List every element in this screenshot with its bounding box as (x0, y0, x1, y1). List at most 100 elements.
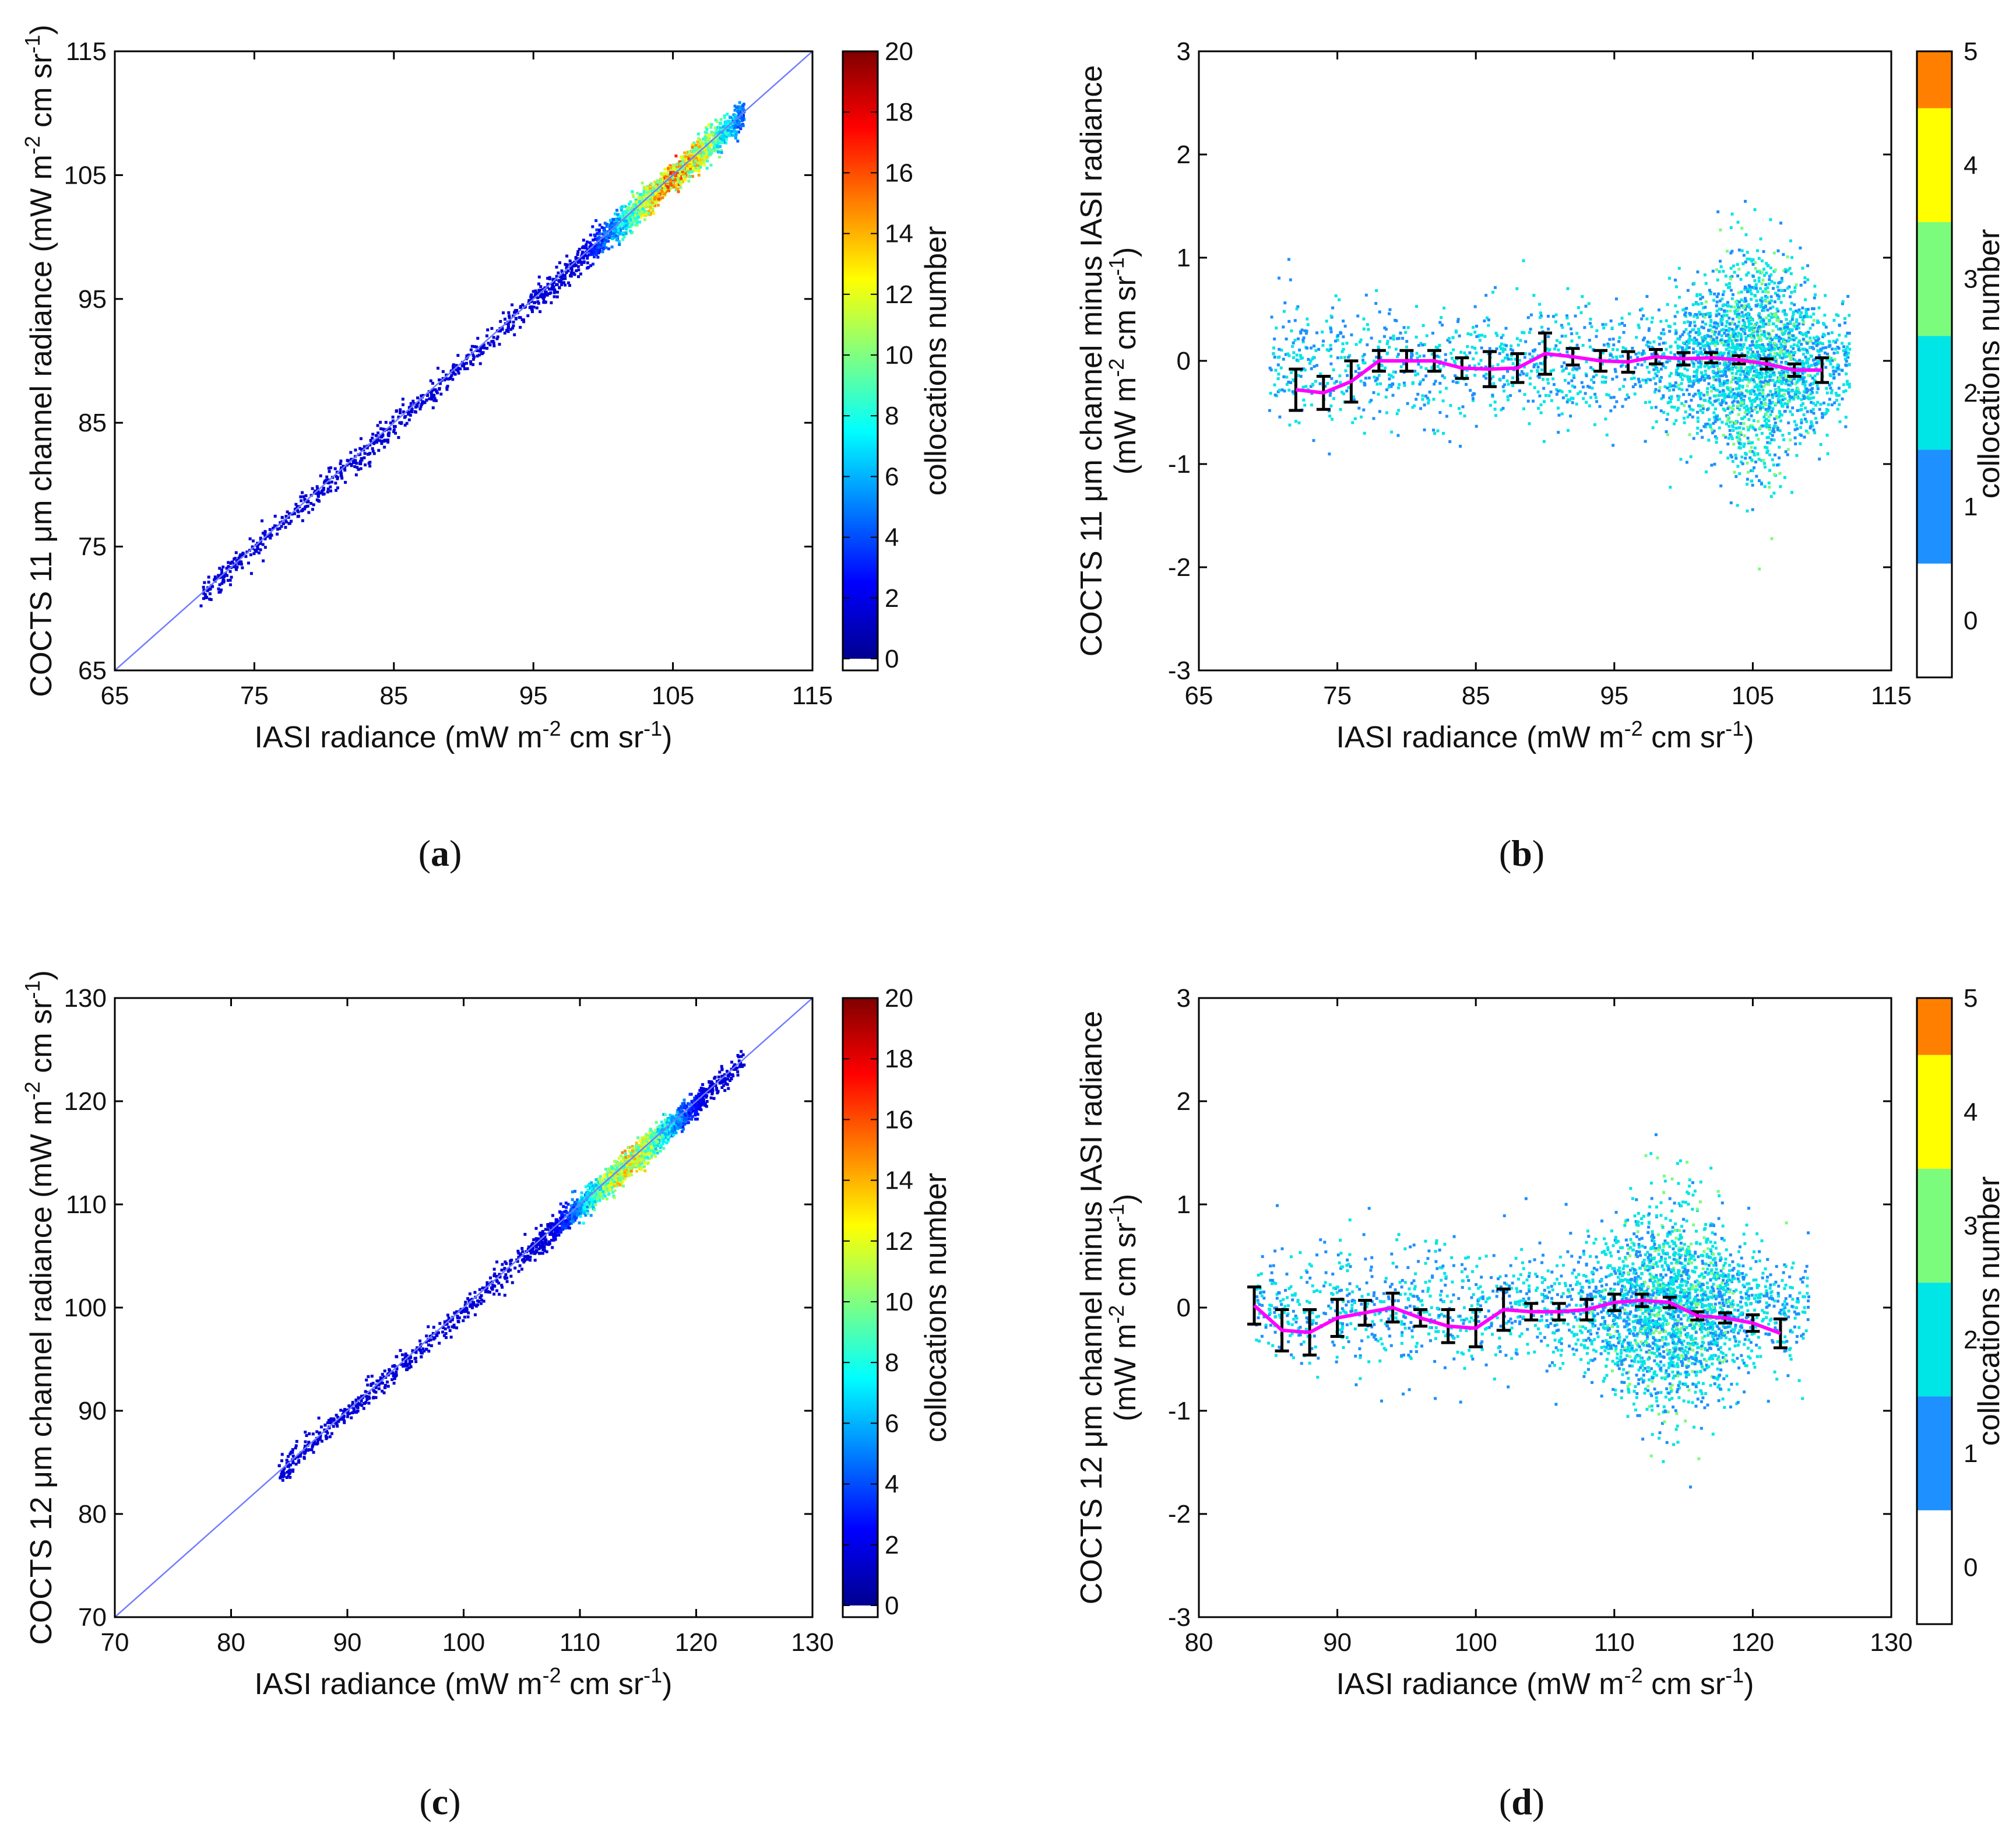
scatter-point (1711, 364, 1715, 368)
scatter-point (1803, 280, 1807, 284)
density-point (661, 181, 664, 184)
scatter-point (1726, 419, 1730, 423)
density-point (688, 175, 692, 178)
scatter-point (1771, 378, 1775, 382)
density-point (409, 402, 413, 405)
scatter-point (1427, 401, 1430, 405)
density-point (476, 354, 479, 358)
scatter-point (1695, 376, 1699, 380)
scatter-point (1780, 276, 1783, 280)
scatter-point (1522, 365, 1526, 368)
density-point (688, 167, 692, 170)
density-point (589, 253, 592, 257)
scatter-point (1761, 290, 1765, 293)
scatter-point (1501, 347, 1505, 350)
scatter-point (1704, 370, 1707, 373)
density-point (342, 465, 345, 468)
scatter-point (1708, 423, 1712, 427)
density-point (660, 193, 664, 196)
scatter-point (1659, 337, 1662, 340)
scatter-point (1538, 303, 1542, 306)
scatter-point (1567, 322, 1570, 326)
density-point (738, 101, 741, 104)
density-point (646, 202, 650, 206)
scatter-point (1747, 418, 1751, 421)
scatter-point (1753, 389, 1756, 393)
density-point (681, 155, 685, 159)
density-point (708, 138, 711, 142)
density-point (256, 543, 260, 546)
density-point (660, 190, 664, 194)
scatter-point (1816, 384, 1819, 388)
density-point (640, 199, 643, 202)
density-point (226, 574, 229, 577)
scatter-point (1477, 362, 1481, 366)
scatter-point (1716, 364, 1719, 368)
density-point (359, 462, 363, 466)
scatter-point (1748, 379, 1752, 382)
density-point (666, 173, 670, 176)
density-point (609, 232, 613, 236)
density-point (650, 187, 654, 190)
density-point (323, 481, 326, 484)
scatter-point (1605, 433, 1609, 437)
density-point (453, 373, 457, 376)
density-point (565, 263, 569, 266)
scatter-point (1757, 438, 1760, 441)
scatter-point (1779, 380, 1783, 383)
density-point (372, 452, 376, 455)
scatter-point (1772, 373, 1776, 377)
scatter-point (1662, 364, 1665, 368)
scatter-point (1589, 317, 1592, 321)
panel-a-y-axis-label: COCTS 11 μm channel radiance (mW m-2 cm … (20, 24, 58, 697)
scatter-point (1659, 319, 1663, 323)
density-point (733, 104, 737, 108)
scatter-point (1791, 315, 1795, 318)
scatter-point (1708, 315, 1711, 318)
density-point (704, 133, 708, 136)
scatter-point (1778, 353, 1781, 357)
density-point (696, 163, 699, 167)
scatter-point (1782, 269, 1786, 273)
density-point (508, 314, 511, 318)
scatter-point (1714, 331, 1717, 334)
density-point (589, 264, 593, 268)
density-point (703, 153, 707, 157)
scatter-point (1695, 293, 1699, 296)
scatter-point (1305, 329, 1308, 333)
density-point (703, 135, 707, 139)
scatter-point (1700, 429, 1703, 433)
scatter-point (1786, 403, 1789, 406)
scatter-point (1755, 299, 1758, 303)
density-point (457, 371, 460, 375)
density-point (276, 532, 279, 536)
scatter-point (1848, 363, 1851, 367)
scatter-point (1785, 370, 1789, 373)
density-point (692, 141, 696, 145)
scatter-point (1766, 286, 1769, 290)
scatter-point (1533, 386, 1536, 389)
density-point (433, 397, 437, 400)
scatter-point (1727, 437, 1730, 440)
scatter-point (1762, 319, 1765, 322)
scatter-point (1612, 396, 1616, 399)
scatter-point (1424, 374, 1428, 378)
scatter-point (1762, 353, 1765, 357)
density-point (667, 169, 670, 173)
density-point (736, 120, 739, 123)
scatter-point (1600, 362, 1604, 366)
scatter-point (1503, 347, 1507, 351)
density-point (691, 146, 694, 149)
scatter-point (1804, 380, 1808, 384)
density-point (551, 283, 554, 287)
scatter-point (1363, 361, 1367, 365)
density-point (713, 145, 717, 149)
scatter-point (1610, 326, 1614, 330)
scatter-point (1719, 265, 1723, 269)
scatter-point (1681, 308, 1685, 312)
scatter-point (1762, 268, 1766, 271)
scatter-point (1767, 435, 1771, 439)
scatter-point (1721, 293, 1725, 297)
scatter-point (1410, 355, 1413, 359)
scatter-point (1813, 296, 1816, 300)
